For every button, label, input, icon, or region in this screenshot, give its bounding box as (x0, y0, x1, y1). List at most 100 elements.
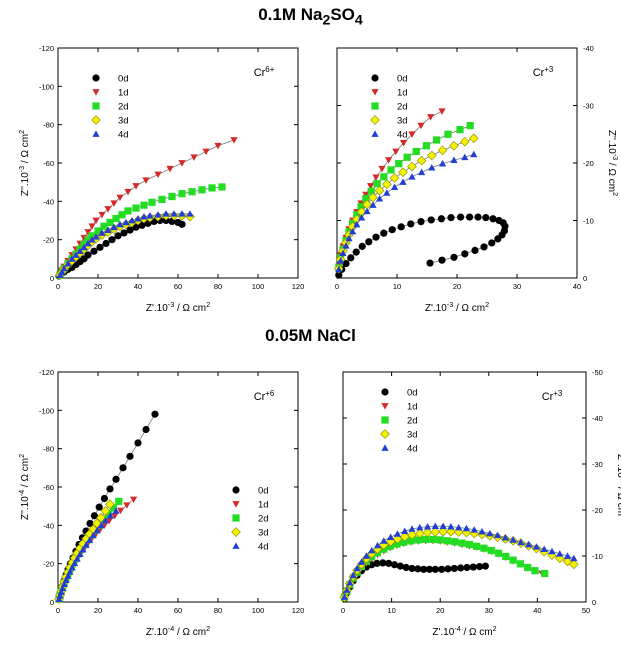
legend-label: 0d (407, 388, 418, 399)
data-point (347, 254, 355, 262)
data-point (426, 259, 434, 267)
data-point (414, 536, 422, 544)
data-point (57, 588, 65, 595)
data-point (59, 584, 67, 592)
legend-label: 0d (397, 74, 408, 85)
chart-bottom-left: 0 20 40 60 80 100 120 0 -20 -40 -60 -80 -100 -120 Z'.1… (17, 368, 305, 638)
data-point (90, 247, 98, 255)
y-tick-label: -40 (43, 197, 54, 206)
series-4d (335, 150, 478, 273)
data-point (71, 559, 79, 566)
data-point (55, 595, 63, 603)
data-point (422, 535, 430, 544)
data-point (352, 248, 360, 256)
data-point (465, 540, 473, 549)
data-point (450, 564, 458, 573)
data-point (345, 234, 353, 242)
data-point (570, 554, 578, 562)
data-point (353, 564, 361, 572)
y-tick-label: -50 (592, 368, 603, 377)
data-point (373, 541, 382, 549)
data-point (100, 222, 108, 230)
data-point (123, 502, 131, 509)
cr-annotation: Cr+3 (533, 65, 554, 80)
data-point (132, 223, 140, 231)
data-point (388, 226, 396, 234)
y-tick-label: -40 (43, 521, 54, 530)
data-point (407, 530, 417, 540)
data-point (473, 542, 481, 550)
legend-marker (381, 388, 389, 396)
data-point (138, 221, 146, 229)
legend-marker (232, 542, 240, 549)
x-axis-label: Z'.10-4 / Ω cm2 (146, 624, 210, 639)
data-point (450, 253, 458, 261)
y-tick-label: -80 (43, 445, 54, 454)
data-point (455, 523, 463, 531)
legend-marker (371, 102, 379, 110)
data-point (433, 136, 441, 144)
x-tick-label: 50 (582, 606, 590, 615)
data-point (418, 168, 426, 176)
x-tick-label: 120 (292, 282, 305, 291)
legend-label: 2d (118, 102, 129, 113)
data-point (381, 179, 392, 190)
data-point (486, 529, 494, 537)
data-point (416, 155, 427, 166)
data-point (198, 186, 206, 194)
legend-label: 2d (407, 416, 418, 427)
y-tick-label: -120 (39, 368, 54, 377)
data-point (469, 563, 477, 571)
x-tick-label: 80 (214, 282, 222, 291)
legend-label: 4d (118, 130, 129, 141)
data-point (517, 538, 525, 546)
data-point (400, 538, 408, 546)
data-point (109, 504, 117, 512)
series-4d (56, 210, 194, 279)
data-point (437, 215, 445, 223)
data-point (178, 210, 186, 217)
data-point (146, 212, 154, 219)
data-point (414, 565, 422, 573)
data-point (117, 507, 125, 515)
data-point (494, 549, 503, 557)
y-tick-label: -100 (39, 406, 54, 415)
data-point (166, 165, 174, 173)
data-point (396, 562, 404, 570)
data-point (64, 572, 72, 579)
data-point (509, 536, 517, 543)
data-point (408, 173, 416, 180)
x-tick-label: 40 (533, 606, 541, 615)
data-point (438, 256, 446, 264)
data-point (110, 200, 118, 207)
data-point (480, 243, 488, 251)
data-point (64, 260, 72, 267)
data-point (431, 565, 439, 573)
data-point (408, 525, 416, 532)
data-point (438, 108, 446, 115)
data-point (425, 565, 434, 573)
data-point (116, 194, 124, 202)
data-point (407, 537, 415, 545)
legend-label: 0d (118, 74, 129, 85)
data-point (403, 153, 411, 161)
data-point (102, 239, 110, 248)
data-point (489, 215, 497, 223)
chart-bottom-right: 0 10 20 30 40 500-10-20-30-40-50Z'.10-4 / Ω c… (339, 368, 621, 638)
data-point (437, 145, 448, 156)
data-point (76, 247, 84, 255)
x-tick-label: 0 (56, 282, 60, 291)
x-tick-label: 0 (56, 606, 60, 615)
data-point (368, 546, 376, 554)
data-point (178, 190, 186, 198)
data-point (563, 552, 572, 559)
data-point (463, 563, 471, 572)
data-point (373, 559, 381, 567)
legend-label: 3d (258, 528, 269, 539)
data-point (335, 271, 343, 279)
y-tick-label: -60 (43, 159, 54, 168)
data-point (466, 213, 474, 221)
y-tick-label: -30 (592, 460, 603, 469)
data-point (372, 233, 380, 241)
